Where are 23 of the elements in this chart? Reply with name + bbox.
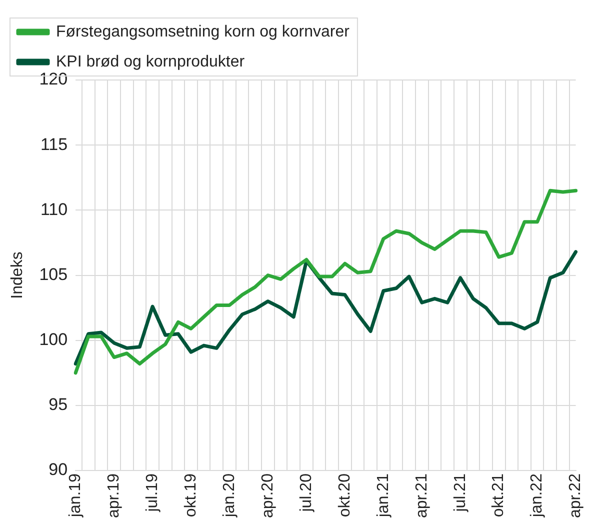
x-tick-label: jul.20 (298, 473, 315, 513)
x-tick-label: okt.19 (182, 473, 200, 518)
x-tick-label: jul.21 (452, 473, 469, 513)
legend-label: KPI brød og kornprodukter (56, 53, 246, 70)
x-tick-label: apr.21 (413, 473, 430, 518)
x-tick-label: jan.19 (66, 473, 84, 518)
y-tick-label: 95 (48, 395, 68, 414)
x-tick-label: jan.21 (374, 473, 392, 518)
y-axis-title: Indeks (9, 252, 26, 299)
x-tick-label: apr.22 (567, 473, 584, 518)
x-tick-label: jan.22 (528, 473, 546, 518)
x-tick-label: jul.19 (144, 473, 161, 513)
y-tick-label: 105 (39, 264, 68, 284)
x-tick-label: okt.20 (336, 473, 354, 518)
y-tick-label: 110 (40, 200, 68, 219)
legend-label: Førstegangsomsetning korn og kornvarer (56, 23, 350, 40)
x-tick-label: okt.21 (490, 473, 508, 518)
x-tick-label: apr.19 (105, 473, 122, 518)
y-tick-label: 100 (39, 330, 68, 350)
x-tick-label: apr.20 (259, 473, 276, 518)
y-tick-label: 90 (48, 460, 68, 480)
y-tick-label: 115 (40, 134, 68, 154)
x-tick-label: jan.20 (220, 473, 238, 518)
